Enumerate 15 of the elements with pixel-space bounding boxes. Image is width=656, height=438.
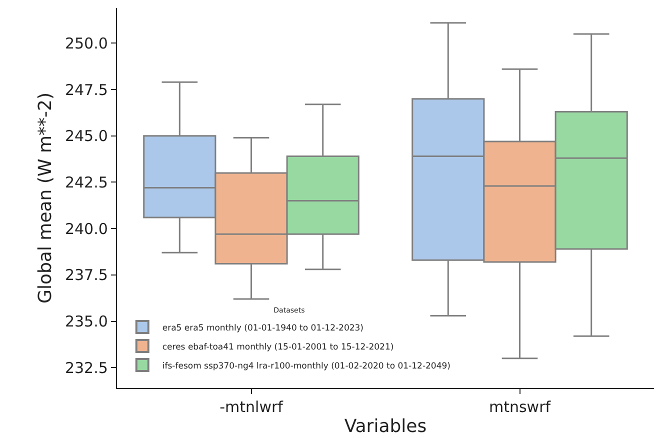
x-tick-label: -mtnlwrf — [220, 398, 284, 416]
legend-label: era5 era5 monthly (01-01-1940 to 01-12-2023) — [162, 323, 364, 334]
y-axis-title: Global mean (W m**-2) — [35, 92, 56, 304]
x-axis-title: Variables — [344, 416, 427, 438]
legend-label: ifs-fesom ssp370-ng4 lra-r100-monthly (01-02-2020 to 01-12-2049) — [162, 361, 450, 372]
y-tick-label: 237.5 — [64, 266, 108, 284]
y-tick-label: 250.0 — [64, 34, 108, 52]
x-tick-label: mtnswrf — [488, 398, 552, 416]
y-tick-label: 240.0 — [64, 220, 108, 238]
legend-label: ceres ebaf-toa41 monthly (15-01-2001 to 15-12-2021) — [162, 342, 394, 352]
y-tick-label: 247.5 — [64, 80, 108, 99]
y-tick-label: 235.0 — [64, 312, 108, 331]
y-tick-label: 245.0 — [64, 127, 108, 146]
y-tick-label: 232.5 — [64, 358, 108, 377]
y-tick-label: 242.5 — [64, 173, 108, 192]
